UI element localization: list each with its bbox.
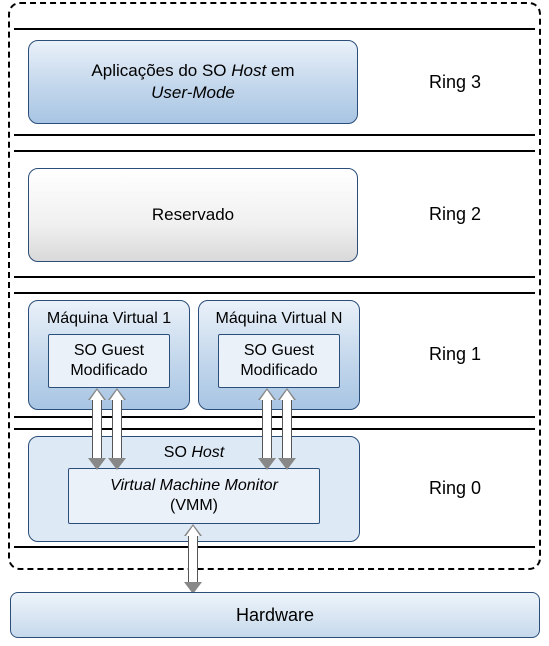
vmN-inner: SO Guest Modificado <box>218 334 340 388</box>
apps-line1: Aplicações do SO Host em <box>91 60 294 82</box>
vm1-inner-l1: SO Guest <box>74 341 144 361</box>
vmN-inner-l1: SO Guest <box>244 341 314 361</box>
reserved-box: Reservado <box>28 168 358 262</box>
ring0-label: Ring 0 <box>400 478 510 499</box>
vm1-inner-l2: Modificado <box>70 361 147 381</box>
vmm-l2: (VMM) <box>170 496 218 516</box>
arrows-vm1-vmm <box>92 398 122 460</box>
host-title-it: Host <box>191 444 224 461</box>
apps-l1-it: Host <box>231 61 266 80</box>
ring3-label: Ring 3 <box>400 72 510 93</box>
vmN-title: Máquina Virtual N <box>216 309 343 330</box>
arrow-vmm-hw <box>188 534 198 584</box>
apps-line2: User-Mode <box>151 82 235 104</box>
host-title: SO Host <box>164 443 224 464</box>
vm1-title: Máquina Virtual 1 <box>47 309 171 330</box>
ring1-label: Ring 1 <box>400 344 510 365</box>
hardware-text: Hardware <box>236 605 314 626</box>
apps-l1-pre: Aplicações do SO <box>91 61 231 80</box>
vmm-box: Virtual Machine Monitor (VMM) <box>68 468 320 524</box>
host-title-pre: SO <box>164 444 192 461</box>
apps-box: Aplicações do SO Host em User-Mode <box>28 40 358 124</box>
diagram-canvas: Aplicações do SO Host em User-Mode Ring … <box>0 0 549 646</box>
apps-l1-post: em <box>266 61 294 80</box>
vmm-l1: Virtual Machine Monitor <box>110 476 278 496</box>
reserved-text: Reservado <box>152 204 234 226</box>
vm1-inner: SO Guest Modificado <box>48 334 170 388</box>
vmN-inner-l2: Modificado <box>240 361 317 381</box>
hardware-box: Hardware <box>10 592 540 638</box>
arrows-vmN-vmm <box>262 398 292 460</box>
ring2-label: Ring 2 <box>400 204 510 225</box>
